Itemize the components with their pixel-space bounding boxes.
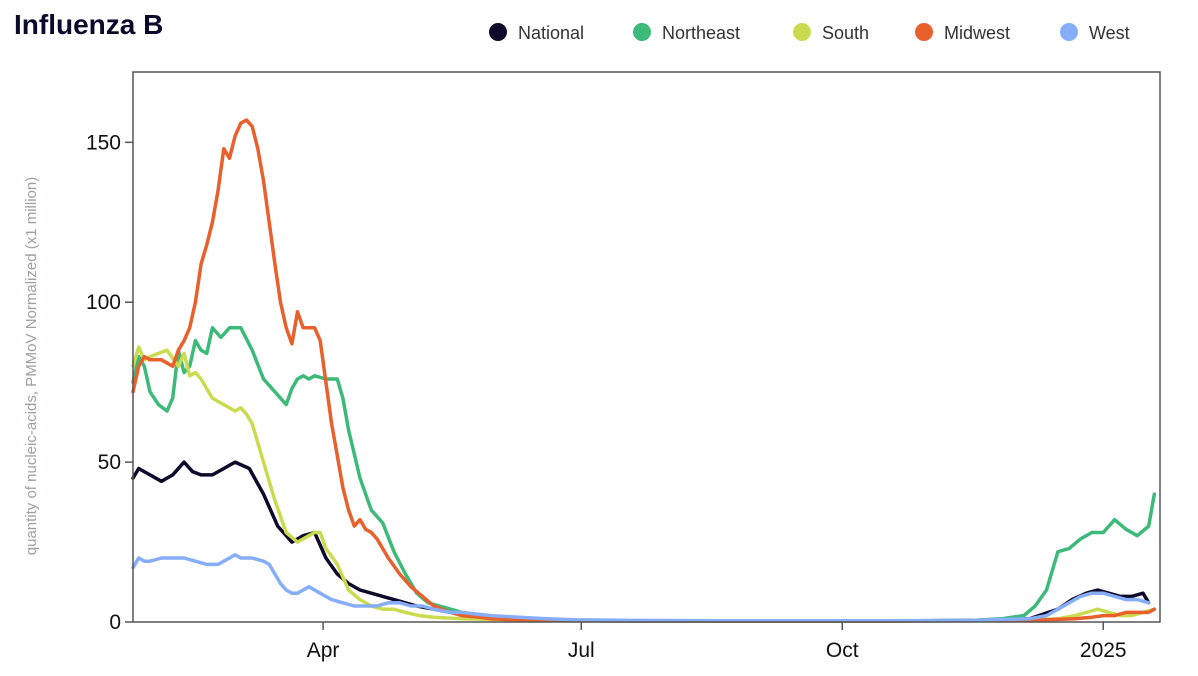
legend-swatch-icon bbox=[489, 23, 507, 41]
series-line-northeast bbox=[131, 326, 1157, 623]
y-tick-label: 0 bbox=[109, 611, 121, 634]
legend-label: South bbox=[822, 23, 869, 43]
x-tick-label: Jul bbox=[568, 639, 595, 662]
x-tick-label: 2025 bbox=[1080, 639, 1127, 662]
x-tick-label: Oct bbox=[826, 639, 859, 662]
legend-item-midwest[interactable]: Midwest bbox=[915, 23, 1010, 43]
series-line-west bbox=[131, 553, 1151, 623]
y-tick-label: 50 bbox=[98, 451, 121, 474]
legend-label: West bbox=[1089, 23, 1130, 43]
legend-item-national[interactable]: National bbox=[489, 23, 584, 43]
plot-frame bbox=[132, 71, 1161, 623]
legend-label: National bbox=[518, 23, 584, 43]
y-tick-label: 150 bbox=[86, 131, 121, 154]
y-axis-label: quantity of nucleic-acids, PMMoV Normali… bbox=[23, 177, 40, 555]
legend-label: Midwest bbox=[944, 23, 1010, 43]
legend-swatch-icon bbox=[633, 23, 651, 41]
chart-title: Influenza B bbox=[14, 9, 163, 40]
series-line-national bbox=[131, 460, 1151, 623]
legend-item-west[interactable]: West bbox=[1060, 23, 1130, 43]
y-tick-label: 100 bbox=[86, 291, 121, 314]
series-line-south bbox=[131, 345, 1157, 623]
chart-legend: National Northeast South Midwest West bbox=[489, 23, 1130, 43]
legend-item-south[interactable]: South bbox=[793, 23, 869, 43]
legend-label: Northeast bbox=[662, 23, 740, 43]
series-line-midwest bbox=[131, 118, 1157, 623]
x-tick-label: Apr bbox=[307, 639, 340, 662]
legend-swatch-icon bbox=[915, 23, 933, 41]
plot-axes: 0 50 100 150 Apr Jul Oct 2025 bbox=[86, 71, 1161, 662]
plot-series bbox=[131, 118, 1157, 623]
legend-item-northeast[interactable]: Northeast bbox=[633, 23, 740, 43]
legend-swatch-icon bbox=[1060, 23, 1078, 41]
legend-swatch-icon bbox=[793, 23, 811, 41]
